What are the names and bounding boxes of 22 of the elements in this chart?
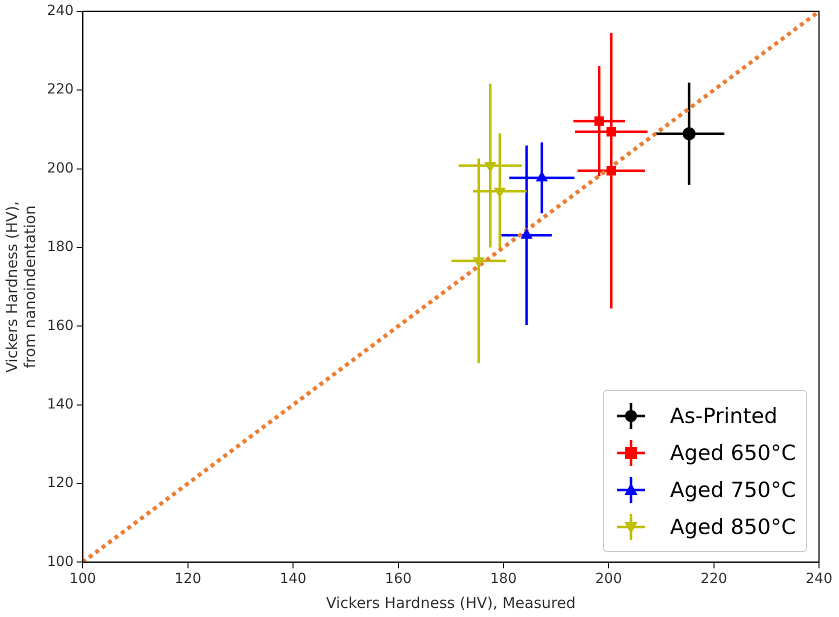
legend-label: As-Printed xyxy=(670,404,778,428)
x-tick-label: 140 xyxy=(280,571,306,588)
x-tick-label: 160 xyxy=(384,571,412,588)
x-tick-label: 200 xyxy=(595,571,622,588)
y-tick-label: 220 xyxy=(46,82,74,98)
x-tick-label: 240 xyxy=(806,571,832,588)
y-tick-label: 120 xyxy=(46,475,74,492)
x-tick-label: 120 xyxy=(174,571,202,588)
y-axis-title: Vickers Hardness (HV), from nanoindentation xyxy=(2,201,39,373)
y-tick-label: 140 xyxy=(46,396,74,412)
y-tick-label: 240 xyxy=(46,3,74,20)
x-tick-label: 220 xyxy=(700,571,728,588)
x-tick-label: 100 xyxy=(69,571,96,588)
legend-label: Aged 850°C xyxy=(670,514,796,539)
y-tick-label: 200 xyxy=(46,160,74,176)
legend-label: Aged 650°C xyxy=(670,440,796,465)
y-tick-label: 100 xyxy=(46,554,74,570)
x-tick-label: 180 xyxy=(490,571,517,588)
legend-label: Aged 750°C xyxy=(670,478,796,502)
x-axis-title: Vickers Hardness (HV), Measured xyxy=(326,594,576,612)
y-tick-label: 160 xyxy=(46,318,74,334)
y-tick-label: 180 xyxy=(46,239,74,256)
